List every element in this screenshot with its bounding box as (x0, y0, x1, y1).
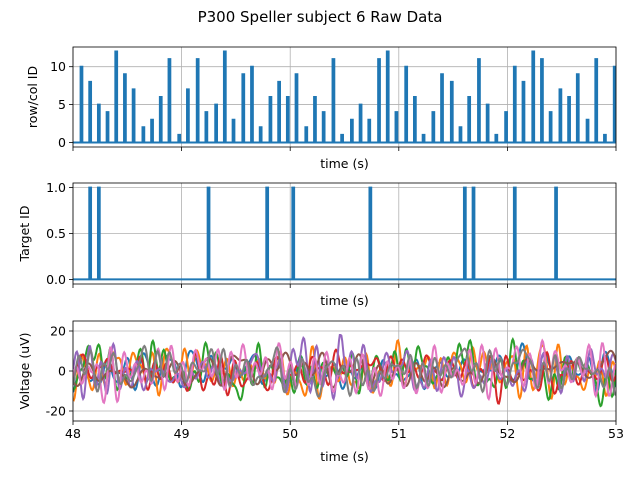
y-tick-label: 20 (50, 324, 66, 339)
y-tick-label: 5 (58, 97, 66, 112)
voltage-channel-line (73, 344, 616, 398)
axes-frame (72, 320, 617, 422)
y-tick-label: 1.0 (46, 180, 66, 195)
y-tick-label: 0.0 (46, 272, 66, 287)
y-tick-label: 10 (50, 59, 66, 74)
y-axis-label: row/col ID (25, 66, 40, 128)
figure-title: P300 Speller subject 6 Raw Data (198, 8, 443, 26)
axes-frame (72, 182, 617, 285)
y-tick-label: 0 (58, 364, 66, 379)
y-axis-label: Target ID (17, 206, 32, 263)
x-tick-label: 51 (391, 426, 407, 441)
y-tick-label: 0 (58, 135, 66, 150)
axes-frame (72, 46, 617, 148)
y-tick-label: -20 (46, 404, 66, 419)
row-col-id-subplot: 0 5 10 time (s) row/col ID (25, 46, 617, 171)
x-tick-label: 53 (608, 426, 624, 441)
x-tick-label: 50 (282, 426, 298, 441)
x-axis-label: time (s) (320, 156, 368, 171)
x-tick-label: 52 (499, 426, 515, 441)
target-id-subplot: 0.0 0.5 1.0 time (s) Target ID (17, 180, 617, 308)
voltage-channel-line (73, 334, 616, 402)
y-axis-label: Voltage (uV) (17, 332, 32, 409)
flash-series-line (73, 50, 616, 144)
x-tick-label: 49 (174, 426, 190, 441)
flash-series-line (73, 186, 616, 281)
y-tick-label: 0.5 (46, 226, 66, 241)
voltage-subplot: 48 49 50 51 52 53 -20 0 20 time (s) Voltage (uV) (17, 320, 624, 464)
x-axis-label: time (s) (320, 293, 368, 308)
voltage-channel-line (73, 338, 616, 405)
x-tick-label: 48 (65, 426, 81, 441)
x-axis-label: time (s) (320, 449, 368, 464)
